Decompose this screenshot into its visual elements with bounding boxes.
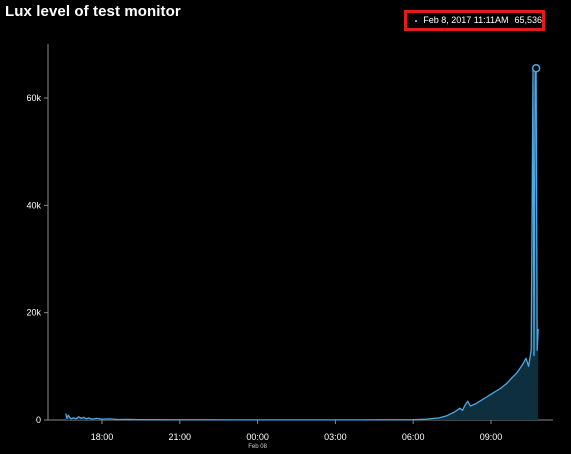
tooltip-timestamp: Feb 8, 2017 11:11AM xyxy=(423,15,509,25)
chart-title: Lux level of test monitor xyxy=(5,3,181,20)
tooltip-value: 65,536 xyxy=(514,15,542,25)
y-tick-label: 0 xyxy=(36,415,41,425)
highlight-point xyxy=(531,64,541,73)
y-tick-label: 60k xyxy=(26,93,41,103)
x-tick-label: 03:00 xyxy=(324,432,347,442)
series-line xyxy=(65,67,539,421)
x-tick-label: 18:00 xyxy=(91,432,114,442)
x-tick-label: 21:00 xyxy=(169,432,192,442)
x-tick-label: 06:00 xyxy=(402,432,425,442)
x-tick-sublabel: Feb 08 xyxy=(248,444,267,450)
series-swatch xyxy=(415,19,418,22)
series-area xyxy=(65,68,539,421)
hover-tooltip: Feb 8, 2017 11:11AM 65,536 xyxy=(404,10,545,31)
y-tick-label: 20k xyxy=(26,308,41,318)
y-tick-label: 40k xyxy=(26,200,41,210)
x-tick-label: 09:00 xyxy=(480,432,503,442)
x-tick-label: 00:00 xyxy=(246,432,269,442)
